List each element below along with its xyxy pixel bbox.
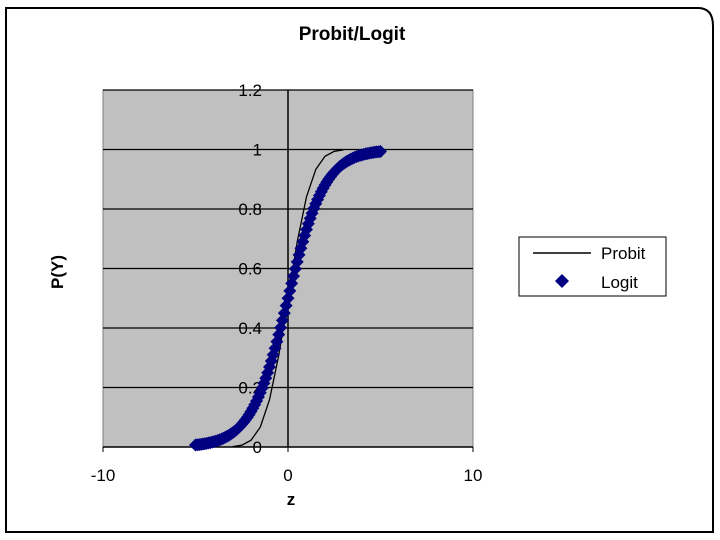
axes	[102, 89, 474, 452]
legend-logit-label: Logit	[601, 273, 638, 292]
legend-box	[518, 236, 667, 297]
y-tick-label: 1	[253, 141, 262, 160]
y-tick-label: 0	[253, 438, 262, 457]
chart-title: Probit/Logit	[299, 24, 406, 45]
x-axis-label: z	[287, 490, 296, 509]
x-tick-label: 10	[464, 466, 483, 485]
x-tick-labels: -10 0 10	[91, 466, 483, 485]
legend: Probit Logit	[518, 236, 667, 297]
logit-point	[374, 144, 387, 158]
y-tick-label: 0.4	[238, 319, 262, 338]
x-tick-label: -10	[91, 466, 116, 485]
y-axis-label: P(Y)	[48, 255, 67, 289]
slide-border	[5, 7, 714, 533]
series-logit	[189, 144, 387, 452]
y-tick-label: 0.8	[238, 200, 262, 219]
x-tick-label: 0	[283, 466, 292, 485]
legend-logit-marker	[555, 274, 569, 288]
legend-probit-label: Probit	[601, 244, 646, 263]
y-tick-label: 0.6	[238, 260, 262, 279]
y-tick-labels: 00.20.40.60.811.2	[238, 81, 262, 457]
y-tick-label: 1.2	[238, 81, 262, 100]
